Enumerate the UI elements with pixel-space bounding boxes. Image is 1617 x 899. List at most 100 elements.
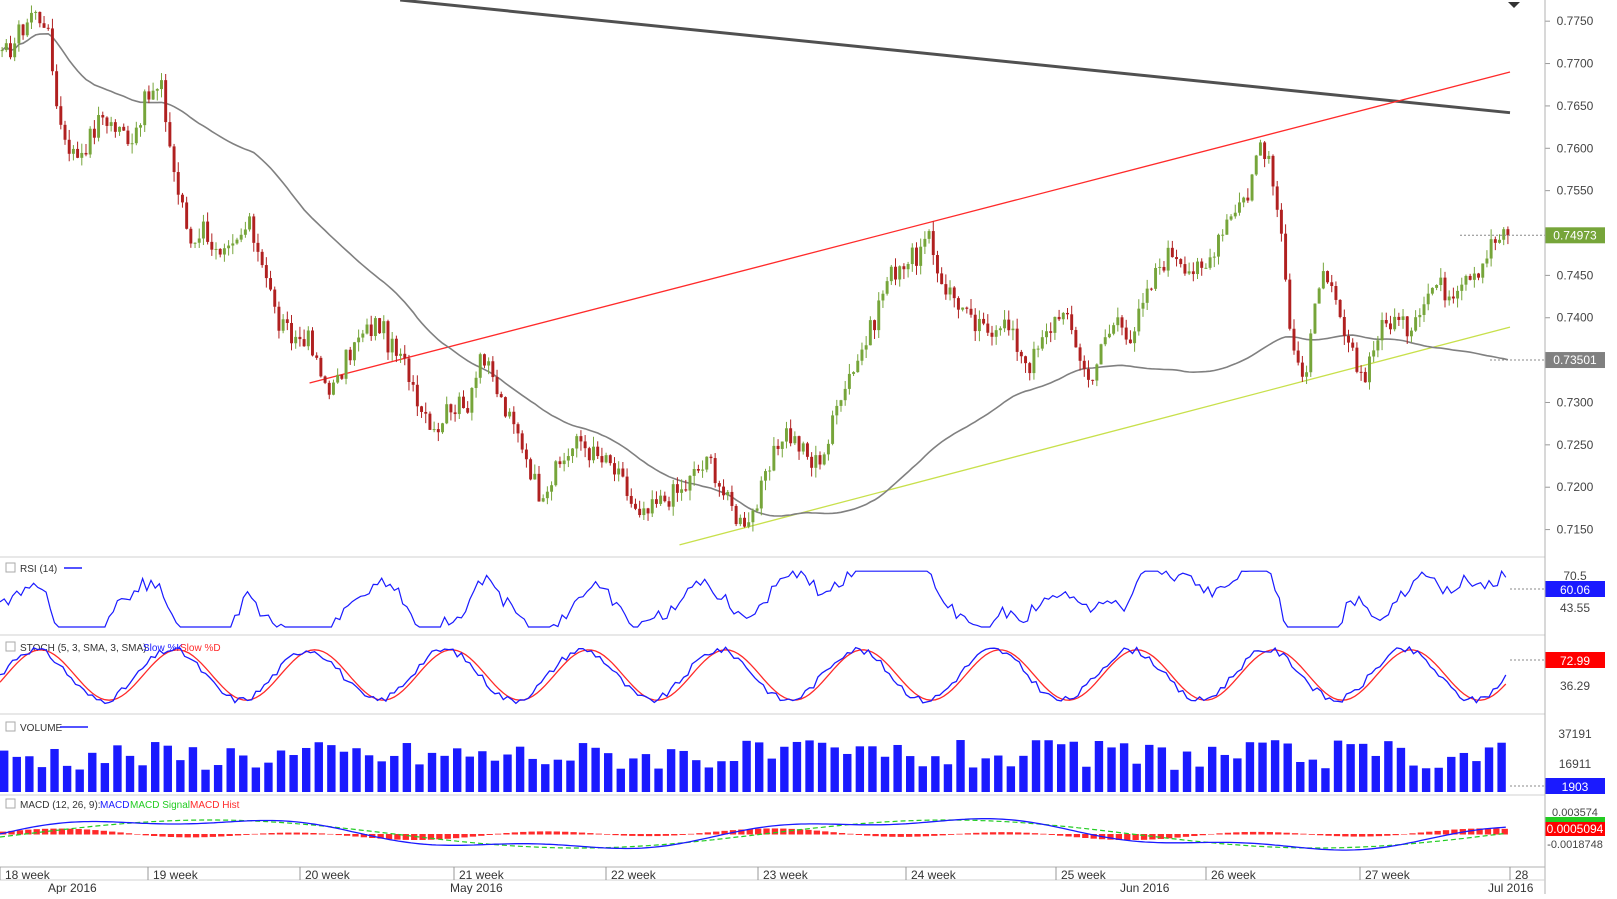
volume-bar — [1447, 756, 1456, 792]
candle-body — [189, 228, 193, 244]
candle-body — [1053, 316, 1057, 333]
candle-body — [134, 127, 138, 144]
macd-collapse-icon[interactable] — [5, 798, 16, 809]
macd-hist-bar — [184, 834, 191, 838]
macd-hist-bar — [914, 834, 921, 837]
candle-body — [667, 501, 671, 507]
candle-body — [411, 382, 415, 385]
macd-hist-bar — [151, 834, 158, 837]
ma-value: 0.73501 — [1553, 353, 1597, 367]
volume-panel[interactable]: VOLUME 37191 16911 1903 — [0, 713, 1605, 794]
candle-body — [1460, 284, 1464, 291]
candle-body — [222, 248, 226, 255]
ma-value-label: 0.73501 — [1545, 352, 1605, 369]
candle-body — [185, 202, 189, 229]
volume-tick-high: 37191 — [1558, 727, 1592, 741]
candle-body — [562, 460, 566, 465]
volume-bar — [1333, 740, 1343, 792]
candle-body — [176, 172, 180, 195]
macd-hist-bar — [1140, 834, 1148, 840]
macd-hist-bar — [671, 834, 678, 836]
week-label: 24 week — [911, 868, 957, 882]
candle-body — [281, 319, 285, 331]
macd-hist-bar — [503, 832, 510, 835]
candle-body — [1145, 288, 1149, 303]
candle-body — [495, 377, 499, 395]
macd-hist-bar — [637, 834, 644, 837]
macd-panel[interactable]: MACD (12, 26, 9): MACD MACD Signal MACD … — [0, 794, 1605, 851]
candle-body — [512, 411, 516, 425]
candle-body — [789, 428, 793, 444]
macd-hist-bar — [1199, 834, 1206, 836]
macd-signal-legend: MACD Signal — [130, 800, 190, 811]
candle-body — [1384, 319, 1388, 324]
volume-bar — [453, 748, 462, 792]
volume-bar — [478, 751, 487, 792]
volume-collapse-icon[interactable] — [5, 721, 16, 732]
candle-body — [541, 498, 545, 502]
candle-body — [1485, 258, 1489, 264]
macd-hist-bar — [536, 831, 544, 835]
stoch-collapse-icon[interactable] — [5, 641, 16, 652]
macd-hist-bar — [796, 829, 804, 835]
candle-body — [1397, 316, 1401, 320]
candle-body — [1393, 316, 1397, 330]
candle-body — [122, 126, 126, 131]
candle-body — [613, 463, 616, 475]
candle-body — [482, 354, 486, 366]
volume-bar — [629, 758, 638, 792]
candle-body — [734, 505, 738, 525]
candle-body — [768, 470, 772, 472]
stochastic-panel[interactable]: STOCH (5, 3, SMA, 3, SMA): Slow %K Slow … — [0, 634, 1605, 705]
scroll-marker-icon[interactable] — [1508, 2, 1520, 8]
price-tick-label: 0.7450 — [1557, 268, 1594, 282]
candle-body — [1292, 328, 1296, 351]
rsi-panel[interactable]: RSI (14) 70.5 43.55 60.06 — [0, 556, 1605, 628]
week-label: 19 week — [153, 868, 199, 882]
volume-bar — [1270, 740, 1280, 792]
volume-bar — [1258, 742, 1267, 792]
macd-legend: MACD — [100, 800, 129, 811]
volume-bar — [289, 755, 298, 792]
candle-body — [994, 330, 998, 337]
candle-body — [1250, 174, 1254, 201]
candle-body — [587, 448, 591, 461]
candle-body — [1061, 312, 1065, 320]
candle-body — [1351, 342, 1355, 348]
candle-body — [1267, 155, 1271, 159]
macd-hist-bar — [822, 831, 829, 835]
candle-body — [1133, 331, 1137, 344]
candle-body — [348, 349, 352, 361]
volume-bar — [377, 761, 386, 792]
macd-hist-bar — [318, 833, 326, 835]
macd-hist-bar — [1182, 834, 1190, 837]
price-panel[interactable]: 0.77500.77000.76500.76000.75500.75000.74… — [0, 0, 1605, 546]
volume-bar — [679, 750, 688, 792]
candle-body — [1464, 275, 1468, 285]
candle-body — [1112, 325, 1116, 334]
macd-histogram — [0, 828, 1508, 841]
candle-body — [1187, 271, 1191, 274]
price-tick-label: 0.7550 — [1557, 184, 1594, 198]
candle-body — [835, 405, 839, 416]
candle-body — [520, 433, 524, 450]
macd-hist-bar — [973, 832, 980, 835]
volume-bar — [692, 760, 701, 792]
rsi-collapse-icon[interactable] — [5, 562, 16, 573]
candle-body — [1502, 229, 1506, 240]
candle-body — [46, 27, 50, 29]
macd-hist-bar — [285, 832, 292, 835]
candle-body — [826, 443, 830, 455]
candle-body — [839, 400, 843, 406]
candle-body — [919, 246, 923, 266]
candle-body — [466, 408, 470, 413]
candle-body — [130, 143, 134, 145]
macd-hist-bar — [1333, 834, 1341, 837]
volume-bar — [918, 766, 927, 792]
macd-hist-bar — [1006, 832, 1013, 835]
candle-body — [1372, 350, 1376, 357]
volume-bar — [578, 743, 588, 792]
candle-body — [1418, 314, 1422, 318]
macd-hist-bar — [1434, 830, 1441, 835]
